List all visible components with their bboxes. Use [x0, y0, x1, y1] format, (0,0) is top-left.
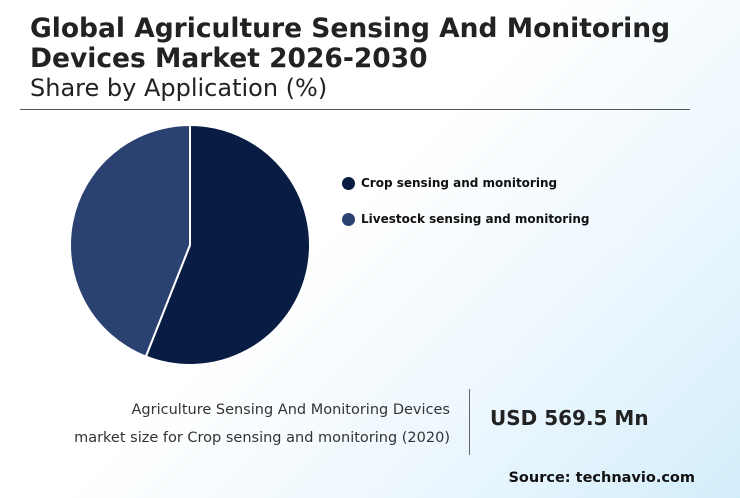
legend-swatch-crop — [342, 176, 355, 190]
caption-line-1: Agriculture Sensing And Monitoring Devic… — [131, 402, 450, 418]
legend-label-crop: Crop sensing and monitoring — [361, 176, 558, 190]
pie-slice-livestock — [69, 123, 191, 358]
legend-item-livestock: Livestock sensing and monitoring — [342, 209, 589, 229]
title-divider — [20, 109, 690, 110]
stat-divider — [469, 389, 470, 455]
chart-title: Global Agriculture Sensing And Monitorin… — [30, 13, 671, 74]
legend-item-crop: Crop sensing and monitoring — [342, 173, 589, 193]
legend-label-livestock: Livestock sensing and monitoring — [361, 212, 590, 226]
market-size-value: USD 569.5 Mn — [490, 406, 649, 430]
legend: Crop sensing and monitoring Livestock se… — [342, 173, 589, 245]
caption-line-2: market size for Crop sensing and monitor… — [74, 430, 450, 446]
chart-subtitle: Share by Application (%) — [30, 74, 328, 102]
legend-swatch-livestock — [342, 212, 355, 226]
market-size-caption: Agriculture Sensing And Monitoring Devic… — [74, 396, 450, 452]
source-credit: Source: technavio.com — [508, 470, 695, 486]
pie-slice-crop — [144, 123, 312, 366]
